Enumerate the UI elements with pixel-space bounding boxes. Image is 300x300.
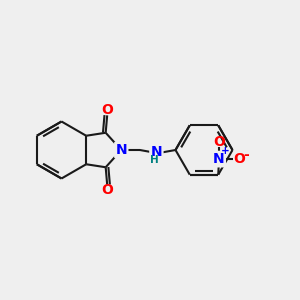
Text: N: N <box>213 152 225 166</box>
Text: -: - <box>243 148 249 162</box>
Text: +: + <box>221 146 230 156</box>
Text: O: O <box>101 183 113 197</box>
Text: N: N <box>116 143 127 157</box>
Text: O: O <box>101 103 113 117</box>
Text: N: N <box>151 146 162 159</box>
Text: O: O <box>234 152 245 166</box>
Text: H: H <box>150 154 158 165</box>
Text: O: O <box>213 135 225 149</box>
